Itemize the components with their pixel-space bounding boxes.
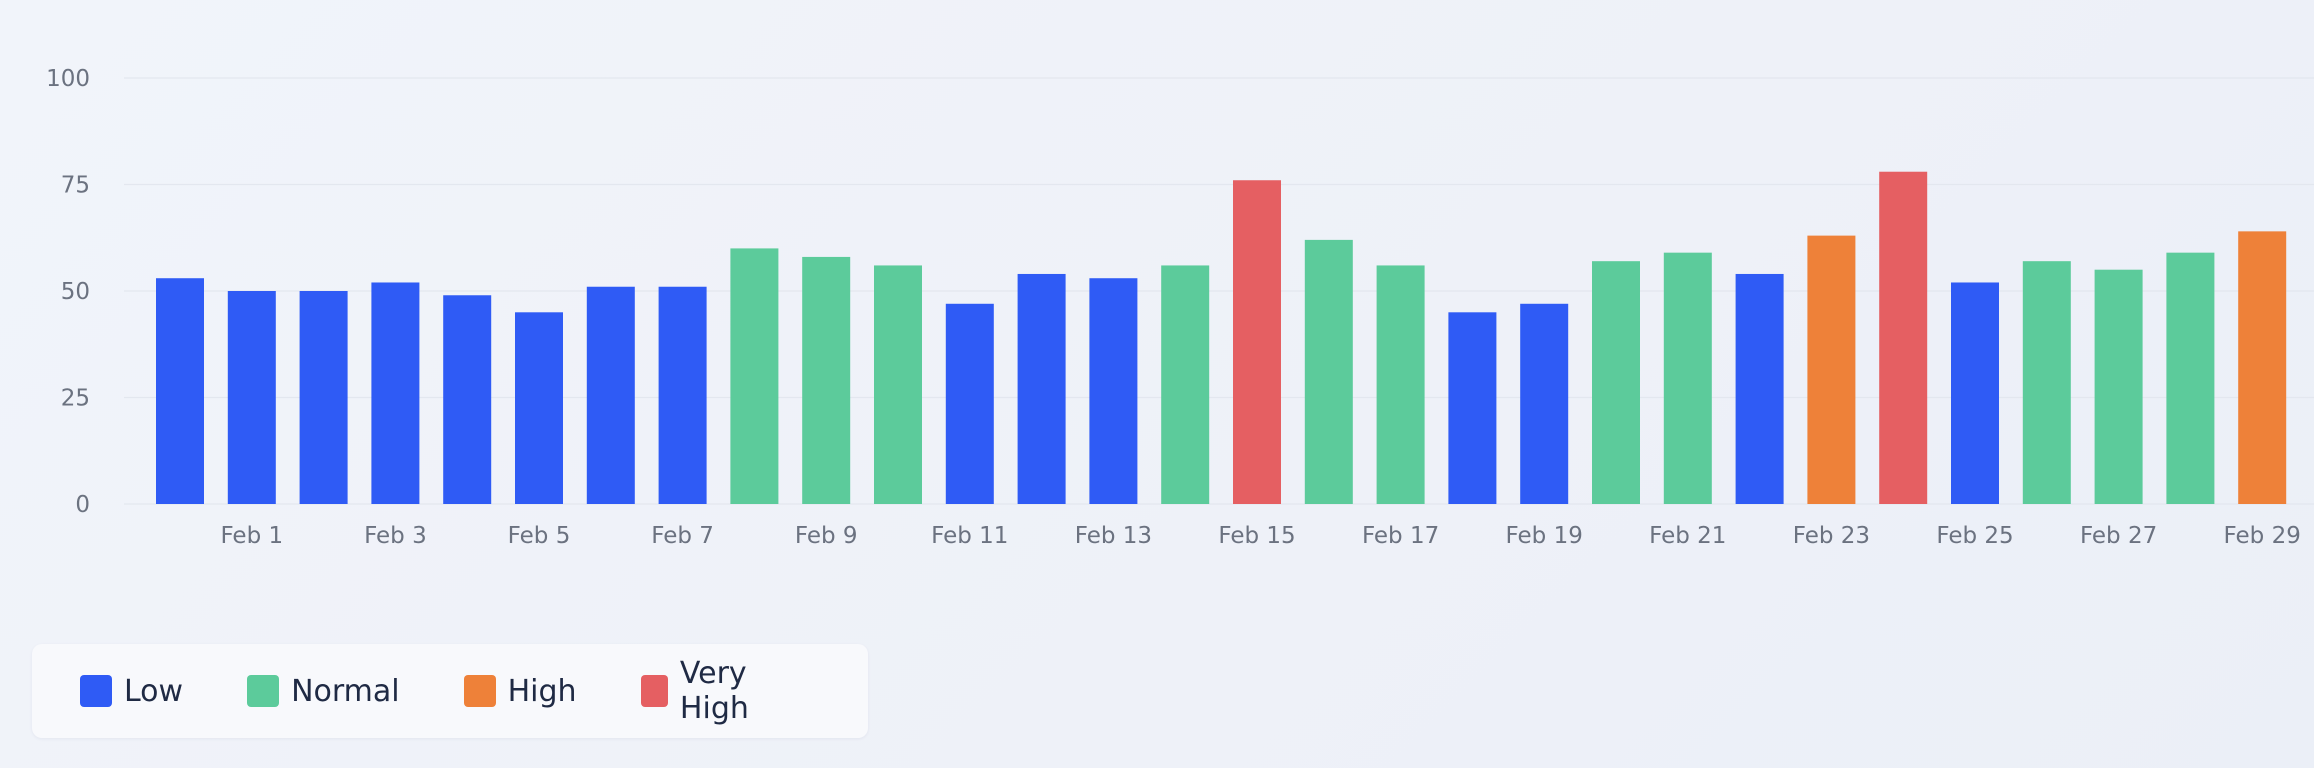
legend-label-very-high: Very High	[679, 656, 749, 726]
legend-item-high[interactable]: High	[463, 673, 577, 709]
x-tick-label-feb-27: Feb 27	[2080, 523, 2157, 549]
legend-swatch-very-high	[640, 675, 668, 707]
x-tick-label-feb-21: Feb 21	[1649, 523, 1726, 549]
bar-feb-22[interactable]	[1735, 273, 1784, 504]
legend-item-normal[interactable]: Normal	[247, 674, 400, 709]
y-tick-label-75: 75	[61, 173, 90, 199]
x-tick-label-feb-23: Feb 23	[1793, 523, 1870, 549]
bar-feb-26[interactable]	[2022, 261, 2071, 504]
bar-feb-29[interactable]	[2238, 231, 2287, 505]
y-tick-label-25: 25	[61, 386, 90, 412]
bar-feb-5[interactable]	[515, 312, 563, 504]
bar-feb-8[interactable]	[730, 248, 779, 504]
bar-feb-1[interactable]	[227, 291, 276, 504]
y-tick-label-100: 100	[46, 66, 90, 92]
bar-feb-3[interactable]	[371, 282, 420, 504]
bar-jan-31[interactable]	[156, 278, 204, 504]
bar-feb-11[interactable]	[945, 303, 994, 504]
legend-swatch-high	[463, 675, 496, 707]
bar-feb-2[interactable]	[299, 291, 348, 504]
x-tick-label-feb-17: Feb 17	[1362, 523, 1439, 549]
bar-feb-21[interactable]	[1663, 252, 1712, 504]
y-tick-label-50: 50	[61, 279, 90, 305]
bar-feb-28[interactable]	[2166, 252, 2215, 504]
bar-feb-27[interactable]	[2094, 269, 2143, 504]
legend-label-low: Low	[124, 673, 184, 709]
bar-feb-18[interactable]	[1448, 312, 1497, 504]
bar-feb-7[interactable]	[658, 286, 707, 504]
legend-label-high: High	[507, 673, 577, 709]
x-tick-label-feb-9: Feb 9	[795, 523, 858, 549]
bar-feb-15[interactable]	[1233, 180, 1281, 505]
bar-feb-17[interactable]	[1376, 265, 1425, 504]
x-tick-label-feb-3: Feb 3	[364, 523, 427, 549]
bar-feb-24[interactable]	[1879, 171, 1928, 504]
legend-swatch-low	[80, 675, 112, 707]
x-tick-label-feb-13: Feb 13	[1075, 523, 1152, 549]
x-tick-label-feb-5: Feb 5	[508, 523, 571, 549]
x-tick-label-feb-19: Feb 19	[1506, 523, 1583, 549]
bar-feb-16[interactable]	[1304, 239, 1353, 504]
bar-feb-9[interactable]	[802, 256, 851, 504]
x-tick-label-feb-7: Feb 7	[651, 523, 714, 549]
bar-feb-20[interactable]	[1592, 261, 1640, 504]
bar-feb-23[interactable]	[1807, 235, 1856, 504]
x-tick-label-feb-15: Feb 15	[1218, 523, 1295, 549]
bar-feb-19[interactable]	[1520, 303, 1569, 504]
legend: Low Normal High Very High	[32, 644, 868, 738]
x-tick-label-feb-29: Feb 29	[2224, 523, 2301, 549]
bar-feb-4[interactable]	[443, 295, 492, 504]
bar-feb-10[interactable]	[874, 265, 922, 504]
bar-chart: 0 25 50 75 100 Feb 1 Feb 3 Feb 5 Feb 7 Feb 9 Feb 1…	[46, 66, 2314, 549]
legend-label-normal: Normal	[291, 673, 400, 709]
x-tick-label-feb-1: Feb 1	[220, 523, 283, 549]
x-tick-label-feb-25: Feb 25	[1936, 523, 2013, 549]
y-tick-label-0: 0	[75, 492, 90, 518]
legend-swatch-normal	[247, 675, 280, 707]
bar-feb-13[interactable]	[1089, 278, 1138, 504]
legend-item-very-high[interactable]: Very High	[640, 656, 804, 726]
bar-feb-25[interactable]	[1951, 282, 1999, 504]
legend-item-low[interactable]: Low	[80, 674, 183, 709]
bar-feb-14[interactable]	[1161, 265, 1210, 504]
bar-feb-6[interactable]	[586, 286, 635, 504]
bar-feb-12[interactable]	[1017, 273, 1066, 504]
x-tick-label-feb-11: Feb 11	[931, 523, 1008, 549]
